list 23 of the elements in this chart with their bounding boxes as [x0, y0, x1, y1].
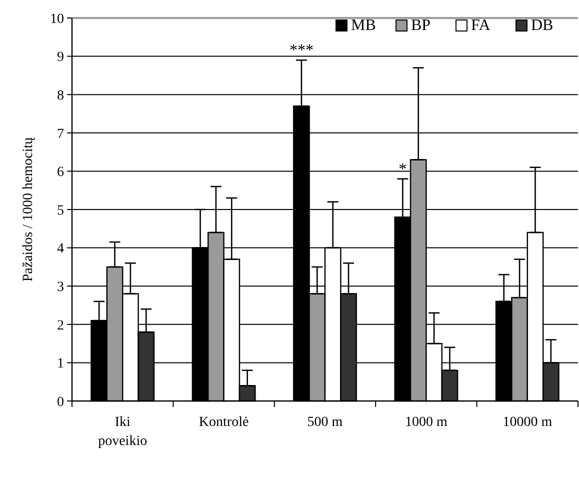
legend-label: DB: [531, 17, 554, 34]
x-tick-label: 500 m: [307, 415, 343, 430]
y-axis-title: Pažaidos / 1000 hemocitų: [21, 137, 36, 282]
y-tick-label: 6: [57, 165, 64, 180]
y-tick-label: 2: [57, 318, 64, 334]
y-tick-label: 9: [57, 50, 64, 66]
legend-label: FA: [471, 17, 491, 34]
x-tick-label: 10000 m: [502, 415, 552, 430]
y-tick-label: 0: [57, 394, 64, 410]
y-tick-label: 1: [57, 356, 64, 372]
legend-label: MB: [351, 17, 376, 34]
x-tick-label: Kontrolė: [198, 415, 249, 430]
annotation: ***: [289, 42, 314, 60]
y-tick-label: 5: [57, 203, 64, 218]
y-tick-label: 3: [57, 280, 64, 295]
y-tick-label: 10: [50, 12, 64, 27]
y-tick-label: 4: [57, 242, 64, 257]
x-tick-label: Iki poveikio: [98, 415, 148, 449]
y-tick-label: 7: [57, 126, 64, 142]
legend-label: BP: [411, 17, 431, 34]
annotation: *: [398, 160, 407, 178]
y-tick-label: 8: [57, 88, 64, 104]
x-tick-label: 1000 m: [405, 415, 448, 430]
